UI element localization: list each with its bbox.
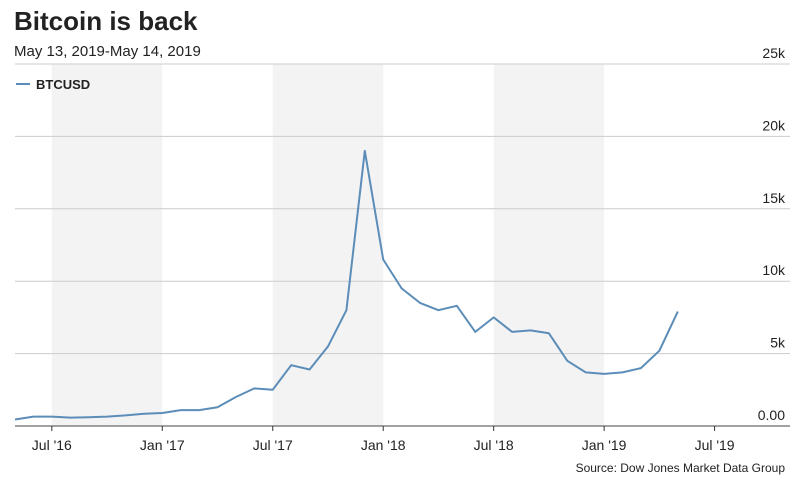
data-line [14,149,679,421]
x-tick-label: Jan '19 [582,437,627,453]
x-tick-label: Jul '17 [253,437,293,453]
y-tick-label: 20k [762,117,786,133]
y-tick-label: 15k [762,190,786,206]
period-band [493,64,605,426]
x-tick-label: Jan '18 [361,437,406,453]
y-tick-label: 0.00 [758,407,785,423]
y-tick-label: 5k [770,335,786,351]
x-tick-label: Jul '16 [32,437,72,453]
x-tick-label: Jan '17 [140,437,185,453]
chart-title: Bitcoin is back [14,6,198,36]
y-tick-label: 10k [762,262,786,278]
x-tick-label: Jul '19 [695,437,735,453]
period-band [51,64,163,426]
legend-label: BTCUSD [36,77,90,92]
chart-subtitle: May 13, 2019-May 14, 2019 [14,43,201,60]
period-band [272,64,384,426]
x-tick-label: Jul '18 [474,437,514,453]
source-note: Source: Dow Jones Market Data Group [576,461,786,475]
y-tick-label: 25k [762,45,786,61]
